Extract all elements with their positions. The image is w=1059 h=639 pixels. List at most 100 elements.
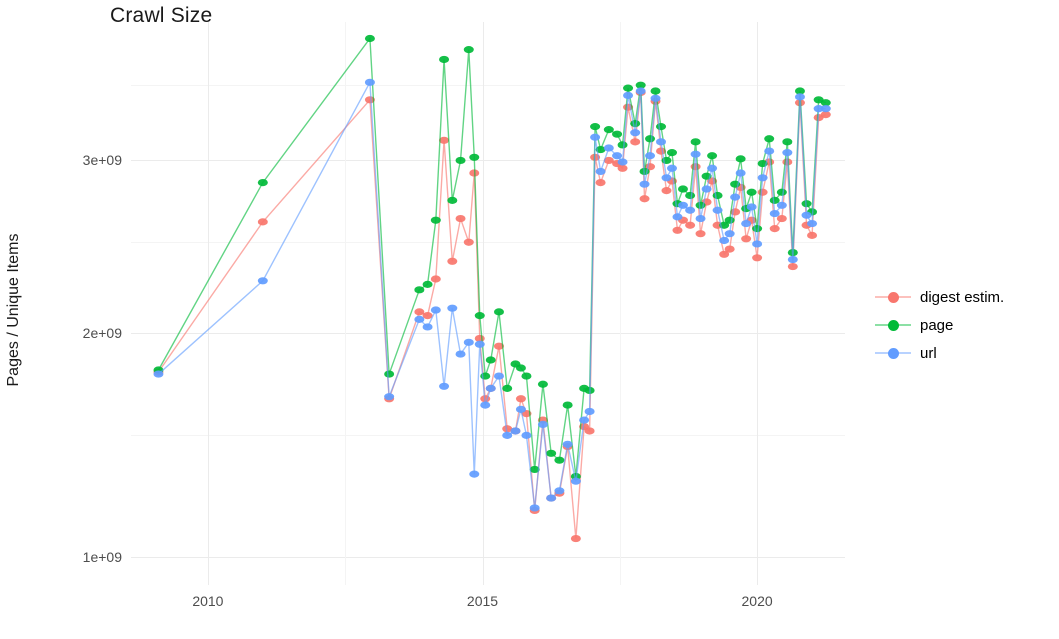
chart-legend: digest estim. page url	[875, 283, 1055, 367]
gridline-minor-vertical	[619, 22, 621, 585]
data-point	[590, 133, 601, 141]
data-point	[752, 240, 763, 248]
data-point	[787, 255, 798, 264]
data-point	[645, 135, 656, 143]
x-tick-label: 2020	[741, 593, 773, 609]
data-point	[730, 193, 741, 201]
data-point	[422, 312, 433, 320]
data-point	[617, 158, 628, 166]
data-point	[502, 431, 513, 439]
data-point	[630, 120, 641, 128]
data-point	[493, 372, 504, 380]
legend-item[interactable]: url	[875, 339, 1055, 367]
data-point	[153, 370, 164, 378]
data-point	[685, 191, 696, 200]
data-point	[735, 155, 746, 163]
data-point	[612, 152, 623, 160]
data-point	[677, 185, 688, 193]
data-point	[769, 209, 780, 218]
data-point	[741, 219, 752, 228]
data-point	[584, 427, 595, 435]
data-point	[590, 123, 601, 131]
data-point	[570, 534, 581, 543]
data-point	[623, 91, 634, 99]
legend-item-label: page	[920, 316, 954, 334]
data-point	[546, 449, 557, 457]
data-point	[666, 164, 677, 172]
data-point	[439, 136, 450, 144]
data-point	[257, 178, 268, 187]
data-point	[635, 81, 646, 89]
legend-item-label: digest estim.	[920, 288, 1005, 306]
data-point	[724, 216, 735, 224]
data-point	[439, 382, 450, 390]
data-point	[455, 350, 466, 358]
gridline-major-vertical	[207, 22, 209, 585]
data-point	[746, 188, 757, 196]
data-point	[695, 230, 706, 238]
data-point	[480, 401, 491, 409]
data-point	[595, 167, 606, 176]
data-point	[537, 420, 548, 429]
data-point	[579, 416, 590, 424]
data-point	[515, 364, 526, 372]
data-point	[364, 34, 375, 43]
gridline-minor-horizontal	[131, 242, 845, 244]
data-point	[752, 225, 763, 233]
gridline-major-horizontal	[131, 160, 845, 162]
x-tick-label: 2010	[192, 593, 224, 609]
legend-item-label: url	[920, 344, 937, 362]
legend-item[interactable]: page	[875, 311, 1055, 339]
data-point	[685, 221, 696, 229]
data-point	[469, 470, 480, 478]
plot-panel	[131, 22, 845, 585]
x-tick-label: 2015	[466, 593, 499, 609]
data-point	[422, 280, 433, 288]
data-point	[769, 196, 780, 204]
data-point	[807, 219, 818, 228]
data-point	[776, 214, 787, 223]
gridline-major-vertical	[482, 22, 484, 585]
series-page	[153, 34, 831, 481]
data-point	[630, 138, 641, 146]
data-point	[794, 87, 805, 95]
data-point	[656, 138, 667, 146]
data-point	[485, 384, 496, 392]
data-point	[685, 206, 696, 214]
data-point	[672, 226, 683, 234]
data-point	[603, 144, 614, 152]
data-point	[430, 306, 441, 314]
data-point	[493, 342, 504, 350]
data-point	[493, 308, 504, 316]
data-point	[623, 84, 634, 92]
data-point	[820, 111, 831, 119]
data-point	[719, 250, 730, 258]
data-point	[485, 356, 496, 364]
data-point	[521, 372, 532, 380]
gridline-major-vertical	[757, 22, 759, 585]
data-point	[529, 465, 540, 474]
series-line	[157, 36, 827, 477]
data-point	[529, 504, 540, 512]
data-point	[776, 201, 787, 209]
data-point	[639, 195, 650, 203]
data-point	[384, 370, 395, 378]
data-point	[724, 245, 735, 253]
data-point	[430, 216, 441, 224]
data-point	[414, 315, 425, 323]
data-point	[447, 257, 458, 265]
data-point	[603, 156, 614, 165]
data-point	[776, 188, 787, 196]
data-point	[701, 185, 712, 193]
gridline-major-horizontal	[131, 557, 845, 559]
data-point	[712, 206, 723, 214]
y-axis-title: Pages / Unique Items	[5, 233, 22, 387]
data-point	[639, 180, 650, 188]
data-point	[769, 225, 780, 233]
y-tick-label: 1e+09	[82, 549, 122, 566]
data-point	[661, 174, 672, 182]
data-point	[463, 238, 474, 246]
data-point	[617, 164, 628, 172]
legend-item[interactable]: digest estim.	[875, 283, 1055, 311]
